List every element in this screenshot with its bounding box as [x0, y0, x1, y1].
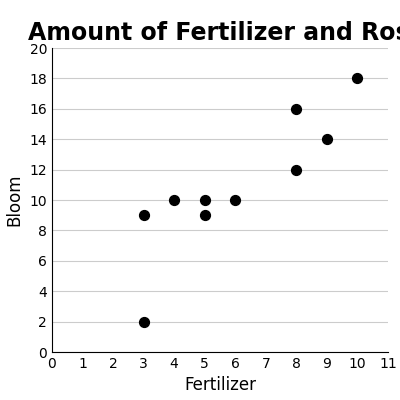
- Point: [202, 212, 208, 218]
- Text: Amount of Fertilizer and Rose Blooms: Amount of Fertilizer and Rose Blooms: [28, 21, 400, 45]
- Y-axis label: Bloom: Bloom: [6, 174, 24, 226]
- Point: [171, 197, 177, 203]
- Point: [140, 318, 147, 325]
- Point: [354, 75, 361, 82]
- X-axis label: Fertilizer: Fertilizer: [184, 376, 256, 394]
- Point: [293, 106, 300, 112]
- Point: [232, 197, 238, 203]
- Point: [293, 166, 300, 173]
- Point: [324, 136, 330, 142]
- Point: [202, 197, 208, 203]
- Point: [140, 212, 147, 218]
